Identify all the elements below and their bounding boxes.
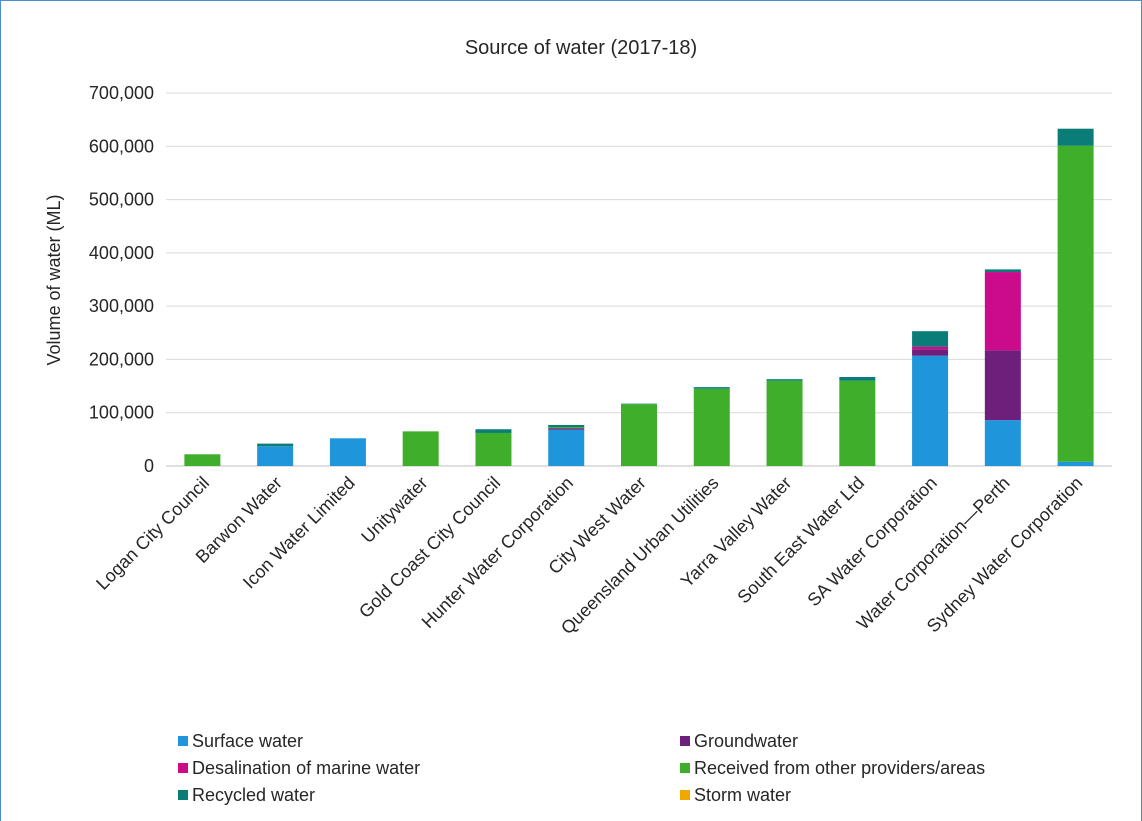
bar-segment bbox=[912, 349, 949, 356]
y-tick-label: 0 bbox=[144, 456, 154, 476]
bar-segment bbox=[693, 387, 730, 389]
legend-item: Surface water bbox=[178, 730, 303, 752]
legend-item: Groundwater bbox=[680, 730, 798, 752]
bars bbox=[184, 128, 1094, 466]
bar-segment bbox=[475, 432, 512, 466]
bar-segment bbox=[984, 420, 1021, 466]
bar-segment bbox=[402, 431, 439, 466]
bar-segment bbox=[1057, 128, 1094, 146]
bar-segment bbox=[621, 403, 657, 405]
legend-swatch bbox=[680, 763, 690, 773]
legend-swatch bbox=[680, 736, 690, 746]
bar-segment bbox=[257, 443, 294, 447]
legend-label: Received from other providers/areas bbox=[694, 757, 986, 778]
bar-segment bbox=[621, 404, 657, 466]
bar-segment bbox=[912, 331, 949, 347]
y-tick-label: 100,000 bbox=[89, 403, 154, 423]
legend-swatch bbox=[178, 763, 188, 773]
bar-segment bbox=[766, 380, 803, 466]
bar-segment bbox=[984, 350, 1021, 421]
bar-segment bbox=[1057, 461, 1094, 466]
y-tick-label: 300,000 bbox=[89, 296, 154, 316]
x-tick-label: SA Water Corporation bbox=[803, 473, 940, 610]
y-tick-labels: 0 100,000 200,000 300,000 400,000 500,000 600,… bbox=[89, 83, 154, 476]
bar-segment bbox=[1057, 145, 1094, 462]
gridlines bbox=[166, 92, 1112, 467]
y-axis-label: Volume of water (ML) bbox=[44, 194, 64, 365]
legend-item: Desalination of marine water bbox=[178, 757, 420, 779]
bar-segment bbox=[912, 346, 949, 350]
y-tick-label: 600,000 bbox=[89, 136, 154, 156]
bar-segment bbox=[475, 429, 512, 433]
legend-swatch bbox=[680, 790, 690, 800]
legend-label: Recycled water bbox=[192, 784, 316, 805]
bar-segment bbox=[329, 438, 366, 466]
x-tick-label: Logan City Council bbox=[92, 473, 213, 594]
legend-item: Storm water bbox=[680, 784, 791, 806]
y-tick-label: 500,000 bbox=[89, 190, 154, 210]
bar-segment bbox=[839, 380, 876, 466]
chart-title: Source of water (2017-18) bbox=[465, 37, 697, 59]
bar-segment bbox=[184, 454, 221, 466]
x-tick-label: Gold Coast City Council bbox=[355, 473, 504, 622]
legend-swatch bbox=[178, 790, 188, 800]
legend-item: Received from other providers/areas bbox=[680, 757, 985, 779]
bar-segment bbox=[839, 377, 876, 381]
x-tick-label: Unitywater bbox=[357, 473, 431, 547]
bar-segment bbox=[984, 272, 1021, 351]
bar-segment bbox=[912, 355, 949, 466]
x-tick-label: Hunter Water Corporation bbox=[418, 473, 577, 632]
bar-segment bbox=[548, 429, 585, 466]
legend-label: Groundwater bbox=[694, 730, 799, 751]
y-tick-label: 700,000 bbox=[89, 83, 154, 103]
y-tick-label: 200,000 bbox=[89, 349, 154, 369]
legend-item: Recycled water bbox=[178, 784, 315, 806]
x-tick-label: South East Water Ltd bbox=[733, 473, 868, 608]
bar-segment bbox=[548, 424, 585, 428]
legend-label: Surface water bbox=[192, 730, 304, 751]
bar-segment bbox=[548, 427, 585, 429]
bar-segment bbox=[693, 388, 730, 466]
legend-swatch bbox=[178, 736, 188, 746]
bar-segment bbox=[548, 428, 585, 430]
legend-label: Desalination of marine water bbox=[192, 757, 421, 778]
y-tick-label: 400,000 bbox=[89, 243, 154, 263]
legend-label: Storm water bbox=[694, 784, 792, 805]
bar-segment bbox=[984, 269, 1021, 273]
x-tick-label: Water Corporation—Perth bbox=[853, 473, 1014, 634]
bar-segment bbox=[257, 446, 294, 466]
x-tick-label: Sydney Water Corporation bbox=[923, 473, 1087, 637]
bar-segment bbox=[766, 379, 803, 381]
